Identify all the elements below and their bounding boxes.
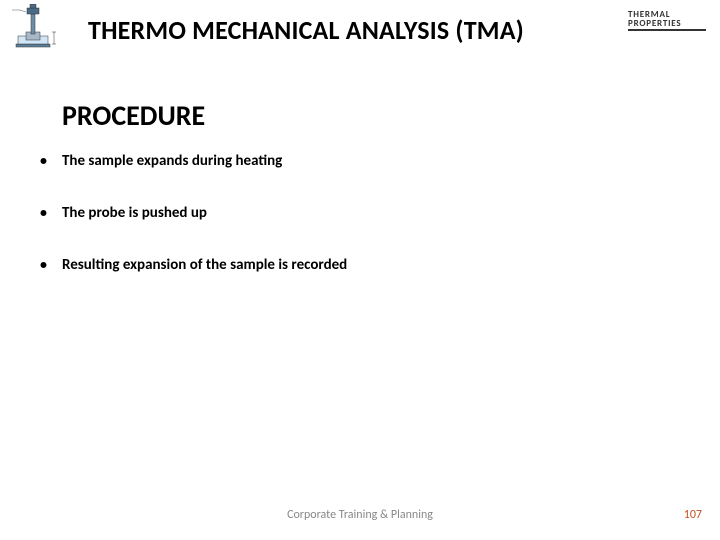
footer: Corporate Training & Planning 107 <box>0 508 720 528</box>
bullet-item: The probe is pushed up <box>38 204 347 222</box>
footer-center-text: Corporate Training & Planning <box>287 508 433 522</box>
tma-schematic-icon <box>12 4 70 52</box>
page-number: 107 <box>684 508 702 522</box>
logo-line2: PROPERTIES <box>628 19 706 28</box>
thermal-properties-logo: THERMAL PROPERTIES <box>628 10 706 32</box>
bullet-item: The sample expands during heating <box>38 152 347 170</box>
procedure-bullet-list: The sample expands during heating The pr… <box>38 152 347 308</box>
section-heading: PROCEDURE <box>62 98 205 133</box>
logo-underline <box>628 29 706 31</box>
bullet-item: Resulting expansion of the sample is rec… <box>38 256 347 274</box>
main-title: THERMO MECHANICAL ANALYSIS (TMA) <box>88 14 524 46</box>
